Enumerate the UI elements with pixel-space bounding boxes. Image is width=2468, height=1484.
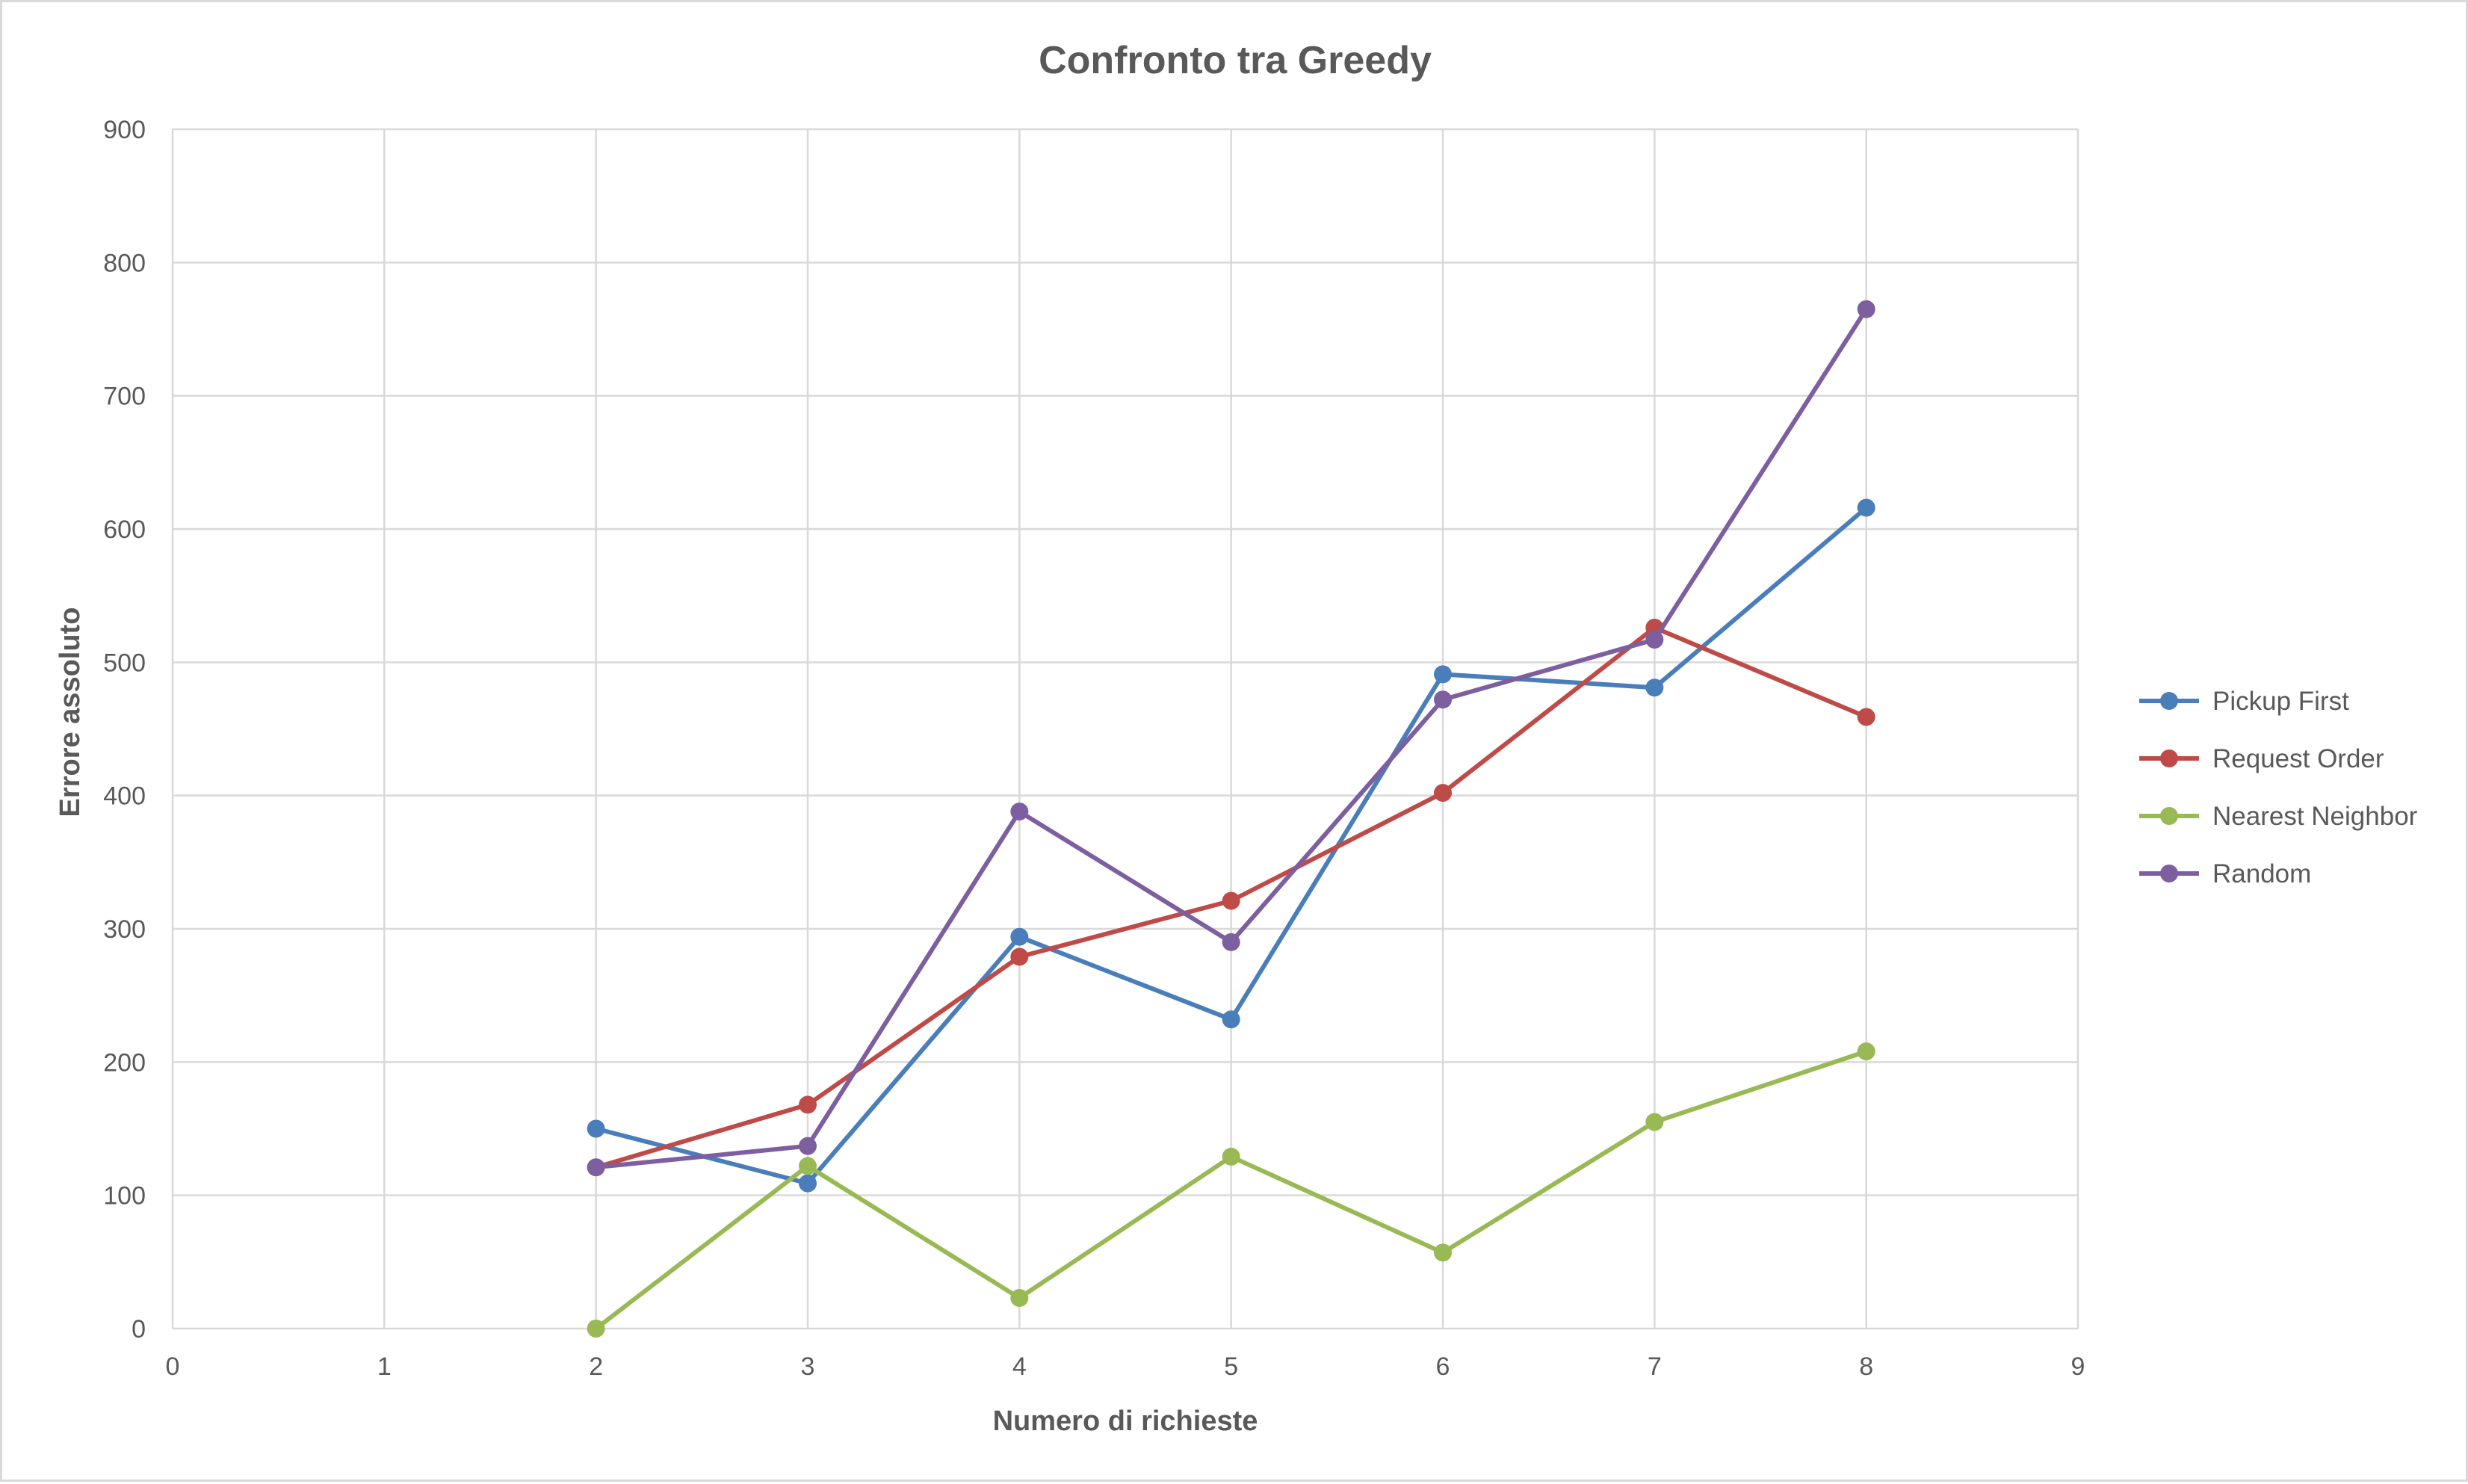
data-point <box>799 1137 817 1155</box>
data-point <box>587 1119 605 1138</box>
data-point <box>1010 927 1029 946</box>
legend-item: Pickup First <box>2139 687 2349 716</box>
data-point <box>1222 1010 1240 1029</box>
x-tick-label: 0 <box>166 1352 180 1381</box>
legend-item: Request Order <box>2139 744 2384 773</box>
x-tick-label: 3 <box>801 1352 815 1381</box>
data-point <box>799 1095 817 1114</box>
data-point <box>799 1157 817 1175</box>
gridlines <box>171 128 2079 1330</box>
y-tick-label: 900 <box>103 116 146 144</box>
x-axis-title: Numero di richieste <box>993 1406 1258 1437</box>
data-point <box>1434 665 1452 684</box>
x-tick-label: 8 <box>1859 1352 1873 1381</box>
legend-label: Random <box>2212 859 2311 888</box>
y-tick-label: 700 <box>103 383 146 411</box>
data-point <box>1434 1243 1452 1262</box>
axes: 0 100 200 300 400 500 600 700 800 900 0 1 2 3 4 5 6 7 8 9 <box>103 116 2085 1381</box>
legend-item: Random <box>2139 859 2311 888</box>
legend-swatch-marker <box>2160 865 2178 882</box>
legend-swatch-marker <box>2160 749 2178 767</box>
data-point <box>1010 803 1029 821</box>
legend: Pickup First Request Order Nearest Neighbo… <box>2139 687 2418 888</box>
data-point <box>1645 678 1664 697</box>
data-point <box>1222 891 1240 910</box>
chart-title: Confronto tra Greedy <box>1039 39 1432 82</box>
data-point <box>1222 1147 1240 1166</box>
y-tick-label: 500 <box>103 649 146 677</box>
y-axis-title: Errore assoluto <box>55 607 86 817</box>
x-tick-label: 6 <box>1436 1352 1450 1381</box>
data-point <box>1857 300 1875 318</box>
y-tick-label: 0 <box>132 1315 146 1344</box>
series-nearest-neighbor <box>587 1042 1875 1338</box>
series-group <box>587 300 1875 1338</box>
x-tick-label: 7 <box>1648 1352 1662 1381</box>
y-tick-label: 400 <box>103 782 146 811</box>
legend-label: Pickup First <box>2212 687 2349 716</box>
legend-label: Request Order <box>2212 744 2384 773</box>
legend-swatch-marker <box>2160 692 2178 710</box>
x-tick-label: 4 <box>1012 1352 1027 1381</box>
data-point <box>587 1158 605 1177</box>
data-point <box>1434 690 1452 709</box>
data-point <box>587 1320 605 1338</box>
y-tick-label: 200 <box>103 1048 146 1077</box>
data-point <box>1010 947 1029 966</box>
x-tick-label: 5 <box>1224 1352 1238 1381</box>
data-point <box>1010 1288 1029 1307</box>
x-tick-label: 1 <box>377 1352 392 1381</box>
data-point <box>1857 498 1875 517</box>
data-point <box>1434 784 1452 803</box>
y-tick-label: 600 <box>103 516 146 544</box>
data-point <box>1645 631 1664 649</box>
legend-swatch-marker <box>2160 807 2178 825</box>
series-random <box>587 300 1875 1177</box>
data-point <box>1857 1042 1875 1061</box>
legend-label: Nearest Neighbor <box>2212 802 2418 831</box>
y-tick-label: 100 <box>103 1182 146 1211</box>
data-point <box>1857 708 1875 726</box>
y-tick-label: 300 <box>103 915 146 944</box>
series-request-order <box>587 618 1875 1177</box>
legend-item: Nearest Neighbor <box>2139 802 2418 831</box>
x-tick-label: 2 <box>589 1352 603 1381</box>
x-tick-label: 9 <box>2071 1352 2085 1381</box>
data-point <box>1222 933 1240 951</box>
data-point <box>1645 1113 1664 1131</box>
y-tick-label: 800 <box>103 249 146 277</box>
data-point <box>799 1174 817 1193</box>
series-pickup-first <box>587 498 1875 1193</box>
